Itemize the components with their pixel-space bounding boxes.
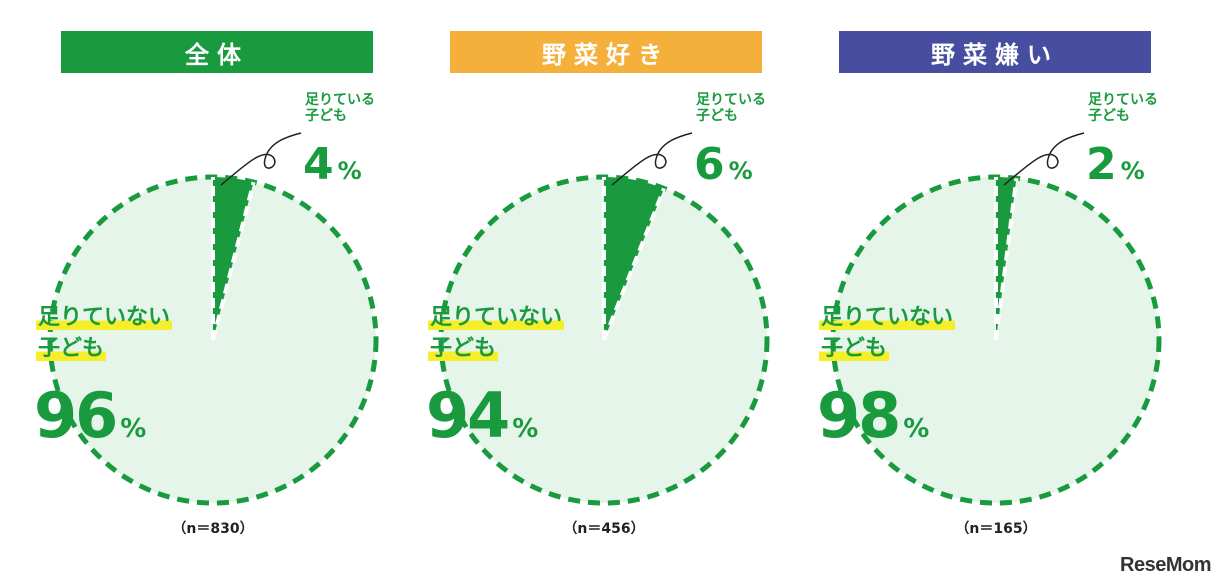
leader-line	[220, 132, 302, 186]
percent-sign: %	[512, 414, 538, 444]
not-enough-percent-value: 96	[34, 379, 118, 452]
not-enough-percent-value: 98	[817, 379, 901, 452]
panel-header: 全体	[61, 31, 373, 73]
sample-size-label: （n＝165）	[955, 521, 1037, 537]
enough-label: 足りている 子ども	[696, 92, 766, 124]
enough-label-line2: 子ども	[1088, 108, 1130, 125]
leader-line	[611, 132, 693, 186]
enough-percent-value: 4	[303, 139, 334, 190]
percent-sign: %	[903, 414, 929, 444]
not-enough-label-line1: 足りていない	[36, 305, 173, 330]
enough-label-line2: 子ども	[696, 108, 738, 125]
not-enough-label: 足りていない 子ども	[36, 305, 173, 362]
percent-sign: %	[120, 414, 146, 444]
percent-sign: %	[728, 157, 753, 185]
not-enough-label-line1: 足りていない	[428, 305, 565, 330]
sample-size-label: （n＝456）	[563, 521, 645, 537]
enough-label: 足りている 子ども	[305, 92, 375, 124]
enough-label-line1: 足りている	[1088, 92, 1158, 108]
not-enough-label-line2: 子ども	[428, 336, 499, 362]
not-enough-label: 足りていない 子ども	[428, 305, 565, 362]
resemom-logo: ReseMom	[1120, 554, 1211, 576]
not-enough-label: 足りていない 子ども	[819, 305, 956, 362]
not-enough-label-line2: 子ども	[36, 336, 107, 362]
leader-line	[1003, 132, 1085, 186]
enough-percent: 6%	[694, 139, 753, 191]
slice-separator	[211, 181, 256, 341]
enough-label: 足りている 子ども	[1088, 92, 1158, 124]
sample-size-label: （n＝830）	[172, 521, 254, 537]
enough-percent-value: 2	[1086, 139, 1117, 190]
enough-percent: 4%	[303, 139, 362, 191]
percent-sign: %	[337, 157, 362, 185]
enough-percent: 2%	[1086, 139, 1145, 191]
not-enough-label-line2: 子ども	[819, 336, 890, 362]
enough-percent-value: 6	[694, 139, 725, 190]
panel-header: 野菜嫌い	[839, 31, 1151, 73]
pie-slice-enough	[604, 177, 665, 340]
not-enough-label-line1: 足りていない	[819, 305, 956, 330]
not-enough-percent: 96%	[34, 379, 146, 452]
slice-separator	[994, 178, 1019, 341]
enough-label-line1: 足りている	[696, 92, 766, 108]
enough-label-line2: 子ども	[305, 108, 347, 125]
not-enough-percent-value: 94	[426, 379, 510, 452]
slice-separator	[602, 187, 666, 341]
panel-header: 野菜好き	[450, 31, 762, 73]
not-enough-percent: 98%	[817, 379, 929, 452]
enough-label-line1: 足りている	[305, 92, 375, 108]
percent-sign: %	[1120, 157, 1145, 185]
not-enough-percent: 94%	[426, 379, 538, 452]
